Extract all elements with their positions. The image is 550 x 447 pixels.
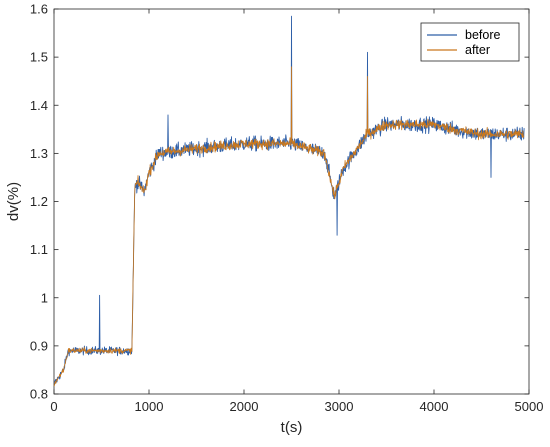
series-layer bbox=[53, 15, 525, 387]
y-tick-label: 1.5 bbox=[30, 50, 48, 65]
legend: before after bbox=[420, 22, 520, 62]
legend-entry-after: after bbox=[465, 43, 490, 57]
y-tick-label: 1 bbox=[41, 290, 48, 305]
x-tick-label: 2000 bbox=[230, 399, 259, 414]
series-line-after bbox=[53, 66, 525, 387]
y-axis-label: dv(%) bbox=[5, 182, 22, 221]
x-tick-label: 4000 bbox=[420, 399, 449, 414]
y-tick-label: 1.2 bbox=[30, 194, 48, 209]
y-tick-label: 0.8 bbox=[30, 387, 48, 402]
y-tick-label: 0.9 bbox=[30, 338, 48, 353]
x-tick-label: 0 bbox=[50, 399, 57, 414]
x-tick-label: 5000 bbox=[515, 399, 544, 414]
y-tick-label: 1.6 bbox=[30, 2, 48, 17]
y-tick-label: 1.1 bbox=[30, 242, 48, 257]
legend-box bbox=[420, 22, 520, 62]
y-tick-label: 1.3 bbox=[30, 146, 48, 161]
legend-entry-before: before bbox=[465, 28, 500, 42]
x-tick-label: 1000 bbox=[135, 399, 164, 414]
y-tick-label: 1.4 bbox=[30, 98, 48, 113]
x-axis-label: t(s) bbox=[281, 419, 303, 436]
x-tick-label: 3000 bbox=[325, 399, 354, 414]
axis-ticks: 0 1000 2000 3000 4000 5000 0.8 0.9 1 1.1 1.2 1.3 1.4… bbox=[30, 2, 544, 415]
